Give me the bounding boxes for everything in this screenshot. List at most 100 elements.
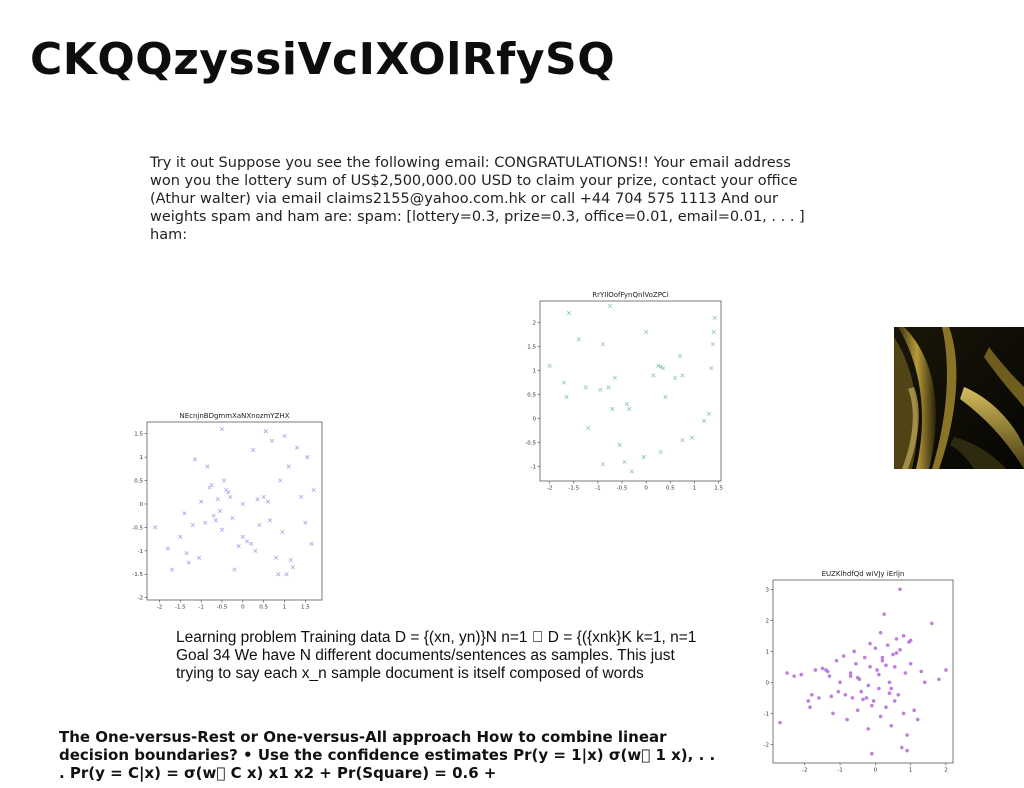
data-point xyxy=(820,666,825,671)
data-point xyxy=(900,745,904,750)
data-point xyxy=(205,464,210,469)
chart-1-svg: RrYIlOofFynQnlVoZPCi -2 -1.5 -1 -0.5 0 0.5 1 1.5… xyxy=(525,291,723,492)
data-point xyxy=(930,621,934,626)
x-tick-label: -2 xyxy=(802,768,807,774)
data-point xyxy=(606,385,611,390)
data-point xyxy=(884,705,888,709)
data-point xyxy=(211,513,216,518)
data-point xyxy=(265,499,270,504)
data-point xyxy=(836,689,841,694)
data-point xyxy=(222,478,227,483)
y-tick-label: 1.5 xyxy=(134,432,143,438)
data-point xyxy=(866,683,871,688)
data-point xyxy=(656,363,661,368)
data-point xyxy=(255,497,260,502)
x-tick-label: -1 xyxy=(198,605,203,611)
y-tick-label: 0 xyxy=(766,680,770,686)
y-tick-label: -0.5 xyxy=(525,441,536,447)
data-point xyxy=(232,567,237,572)
data-point xyxy=(309,541,314,546)
data-point xyxy=(880,655,885,660)
data-point xyxy=(269,438,275,443)
data-point xyxy=(598,387,603,392)
data-point xyxy=(711,330,716,335)
data-point xyxy=(855,675,860,680)
data-point xyxy=(868,665,872,669)
data-point xyxy=(855,708,860,713)
x-tick-label: 0 xyxy=(241,605,245,611)
data-point xyxy=(627,406,632,412)
y-tick-label: 1 xyxy=(140,455,144,461)
data-point xyxy=(165,546,170,551)
data-point xyxy=(878,630,883,635)
x-tick-label: 1 xyxy=(909,768,913,774)
data-point xyxy=(230,515,235,521)
data-point xyxy=(901,711,906,716)
data-point xyxy=(610,406,615,412)
data-point xyxy=(663,394,668,400)
data-point xyxy=(219,527,225,532)
data-point xyxy=(658,364,663,369)
data-point xyxy=(600,462,605,467)
data-point xyxy=(843,692,848,697)
data-point xyxy=(862,655,867,660)
data-point xyxy=(702,418,707,424)
data-point xyxy=(892,699,897,703)
data-point xyxy=(244,539,250,544)
data-point xyxy=(854,661,858,666)
data-point xyxy=(848,674,853,678)
data-point xyxy=(290,565,295,570)
data-point xyxy=(583,385,588,390)
y-tick-label: 0.5 xyxy=(134,479,143,485)
data-point xyxy=(810,692,814,697)
data-point xyxy=(901,634,906,638)
y-tick-label: -1.5 xyxy=(132,572,143,578)
data-point xyxy=(228,494,233,500)
x-tick-label: 2 xyxy=(944,768,948,774)
data-point xyxy=(799,672,804,677)
data-point xyxy=(673,375,678,380)
scatter-chart-bottom-right: EUZKlhdfQd wiVJy iErljn -2 -1 0 1 2 -2 -1 0 1 2 3 xyxy=(760,566,960,776)
data-point xyxy=(617,442,622,448)
y-tick-label: -1 xyxy=(764,711,769,717)
chart-title: NEcnjnBDgmmXaNXnozmYZHX xyxy=(179,412,289,420)
data-point xyxy=(311,487,316,493)
data-point xyxy=(641,454,646,460)
chart-0-svg: NEcnjnBDgmmXaNXnozmYZHX -2 -1.5 -1 -0.5 0 0.5 1… xyxy=(132,412,323,611)
x-tick-label: 0 xyxy=(874,768,878,774)
data-point xyxy=(197,555,202,560)
data-point xyxy=(186,560,191,565)
data-point xyxy=(564,394,569,400)
data-point xyxy=(875,668,879,672)
chart-title: RrYIlOofFynQnlVoZPCi xyxy=(592,291,669,299)
data-point xyxy=(576,337,581,342)
y-tick-label: 2 xyxy=(766,618,770,624)
data-point xyxy=(710,342,715,347)
x-tick-label: 1 xyxy=(283,605,287,611)
x-tick-label: -0.5 xyxy=(217,605,228,611)
x-tick-label: -2 xyxy=(157,605,162,611)
data-point xyxy=(257,522,262,528)
data-point xyxy=(276,572,281,577)
data-point xyxy=(624,402,629,407)
data-point xyxy=(658,450,663,455)
data-point xyxy=(644,330,649,335)
y-tick-label: 2 xyxy=(533,321,537,327)
y-tick-label: -2 xyxy=(764,742,769,748)
data-point xyxy=(249,541,254,546)
data-point xyxy=(813,668,818,672)
data-point xyxy=(586,426,591,431)
data-point xyxy=(294,445,300,450)
data-point xyxy=(919,669,924,674)
x-tick-label: -1.5 xyxy=(568,486,579,492)
data-point xyxy=(903,671,908,675)
plot-frame xyxy=(539,300,722,482)
data-point xyxy=(866,727,871,731)
data-point xyxy=(908,638,913,643)
data-point xyxy=(251,448,256,453)
data-point xyxy=(887,680,892,685)
data-point xyxy=(217,508,222,514)
data-point xyxy=(706,411,712,416)
data-point xyxy=(880,658,885,663)
data-point xyxy=(178,534,183,539)
